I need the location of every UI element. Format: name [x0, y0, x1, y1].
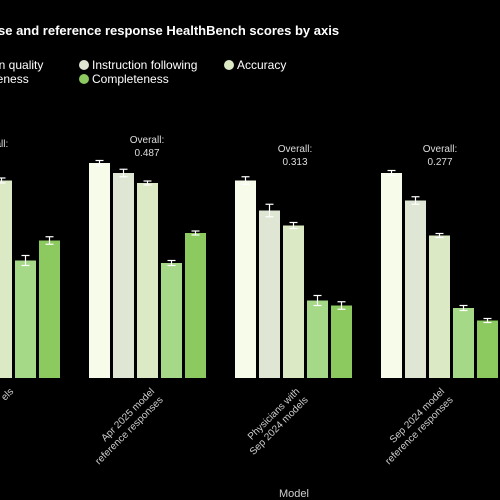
overall-value: 0.313	[282, 157, 307, 168]
bar	[453, 308, 474, 378]
overall-label: Overall:	[278, 144, 312, 155]
bar	[161, 263, 182, 378]
overall-label: Overall:	[423, 144, 457, 155]
legend-swatch	[79, 74, 89, 84]
bar	[283, 225, 304, 378]
legend-label: areness	[0, 72, 29, 86]
bar	[235, 180, 256, 378]
x-tick-labels: els Apr 2025 modelreference responses Phys…	[0, 386, 456, 467]
overall-label: Overall:	[130, 135, 164, 146]
bar	[15, 260, 36, 378]
legend-swatch	[79, 60, 89, 70]
overall-labels: Overall:480Overall:0.487Overall:0.313Ove…	[0, 135, 457, 168]
bar	[0, 180, 12, 378]
overall-label: Overall:	[0, 139, 8, 150]
bar	[477, 320, 498, 378]
chart-title: se and reference response HealthBench sc…	[0, 23, 339, 38]
bar	[89, 163, 110, 378]
legend-label: Accuracy	[237, 58, 286, 72]
overall-value: 0.487	[134, 148, 159, 159]
bar	[381, 173, 402, 378]
legend-label: Instruction following	[92, 58, 197, 72]
bar	[405, 200, 426, 378]
x-tick-label: Sep 2024 modelreference responses	[375, 386, 456, 467]
bar	[259, 210, 280, 378]
bar	[185, 233, 206, 378]
bar	[429, 235, 450, 378]
overall-value: 0.277	[427, 157, 452, 168]
legend: tion quality Instruction following Accurac…	[0, 58, 286, 86]
bar	[39, 240, 60, 378]
x-axis-label: Model	[279, 488, 309, 500]
bar	[137, 183, 158, 378]
x-tick-label: Physicians withSep 2024 models	[239, 386, 310, 457]
x-tick-label: els	[0, 386, 16, 403]
legend-label: tion quality	[0, 58, 43, 72]
x-tick-label: Apr 2025 modelreference responses	[85, 386, 166, 467]
bar	[307, 300, 328, 378]
legend-label: Completeness	[92, 72, 169, 86]
legend-swatch	[224, 60, 234, 70]
bar	[113, 173, 134, 378]
bars	[0, 159, 498, 378]
bar	[331, 305, 352, 378]
